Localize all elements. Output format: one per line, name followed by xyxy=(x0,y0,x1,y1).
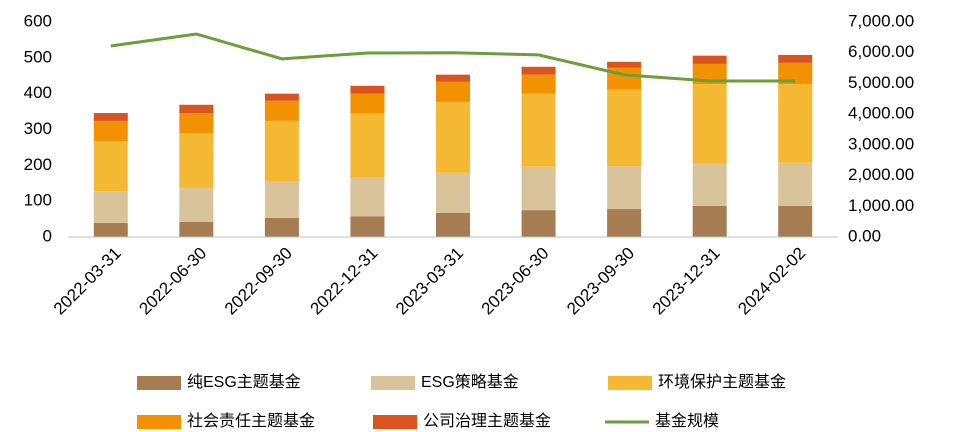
legend-swatch xyxy=(371,376,415,390)
bar-segment xyxy=(778,83,813,163)
bar-segment xyxy=(179,104,214,114)
bar-segment xyxy=(436,74,470,82)
x-tick-label: 2022-06-30 xyxy=(135,244,210,319)
bar-segment xyxy=(778,162,813,206)
bar-segment xyxy=(350,177,385,217)
bar-segment xyxy=(607,89,642,167)
bar-segment xyxy=(350,93,385,114)
bar-segment xyxy=(692,83,727,164)
y-tick-label: 300 xyxy=(24,119,52,138)
legend-swatch xyxy=(373,415,417,429)
y2-tick-label: 0.00 xyxy=(848,226,881,245)
x-tick-label: 2023-03-31 xyxy=(392,244,467,319)
bar-segment xyxy=(607,61,642,68)
bar-segment xyxy=(350,85,385,94)
y2-tick-label: 3,000.00 xyxy=(848,134,914,153)
bar-segment xyxy=(692,55,727,64)
x-tick-label: 2022-09-30 xyxy=(221,244,296,319)
y2-tick-label: 1,000.00 xyxy=(848,196,914,215)
x-tick-label: 2022-03-31 xyxy=(50,244,125,319)
bar-segment xyxy=(264,218,299,237)
legend-label: 社会责任主题基金 xyxy=(187,412,315,430)
y2-tick-label: 6,000.00 xyxy=(848,42,914,61)
bar-segment xyxy=(521,74,556,94)
bar-segment xyxy=(778,62,813,84)
bar-segment xyxy=(521,166,556,211)
x-tick-label: 2024-02-02 xyxy=(734,244,809,319)
bar-segment xyxy=(521,210,556,237)
y2-tick-label: 4,000.00 xyxy=(848,104,914,123)
y-tick-label: 600 xyxy=(24,11,52,30)
x-tick-label: 2023-12-31 xyxy=(649,244,724,319)
bar-segment xyxy=(692,163,727,206)
bar-segment xyxy=(93,223,128,237)
legend-label: 环境保护主题基金 xyxy=(658,372,786,391)
y-tick-label: 500 xyxy=(24,47,52,66)
bar-segment xyxy=(521,66,556,75)
y-tick-label: 200 xyxy=(24,155,52,174)
legend-label: ESG策略基金 xyxy=(421,373,519,391)
bar-segment xyxy=(264,100,299,121)
bar-segment xyxy=(350,113,385,178)
bar-segment xyxy=(93,191,128,224)
bar-segment xyxy=(93,113,128,121)
legend-label: 公司治理主题基金 xyxy=(423,412,551,430)
legend-swatch xyxy=(137,376,181,390)
x-tick-label: 2023-06-30 xyxy=(478,244,553,319)
bar-segment xyxy=(607,209,642,237)
y-tick-label: 0 xyxy=(43,226,52,245)
bar-segment xyxy=(179,133,214,188)
x-tick-label: 2022-12-31 xyxy=(307,244,382,319)
bar-segment xyxy=(179,221,214,237)
bar-segment xyxy=(179,187,214,222)
y2-tick-label: 2,000.00 xyxy=(848,165,914,184)
x-tick-label: 2023-09-30 xyxy=(563,244,638,319)
y2-tick-label: 7,000.00 xyxy=(848,11,914,30)
bar-segment xyxy=(778,54,813,63)
bar-segment xyxy=(436,172,470,213)
bar-segment xyxy=(436,212,470,237)
legend-swatch xyxy=(608,376,652,390)
bar-segment xyxy=(179,113,214,134)
bar-segment xyxy=(778,205,813,237)
legend-label: 基金规模 xyxy=(655,412,719,430)
y2-tick-label: 5,000.00 xyxy=(848,73,914,92)
y-tick-label: 400 xyxy=(24,83,52,102)
legend-label: 纯ESG主题基金 xyxy=(187,373,301,391)
y-tick-label: 100 xyxy=(24,191,52,210)
bar-segment xyxy=(436,81,470,102)
bar-segment xyxy=(350,216,385,237)
bar-segment xyxy=(692,205,727,237)
bar-segment xyxy=(264,93,299,101)
bar-segment xyxy=(607,166,642,210)
bar-segment xyxy=(93,120,128,141)
bar-segment xyxy=(264,120,299,182)
bar-segment xyxy=(436,101,470,173)
bar-segment xyxy=(93,140,128,192)
legend-swatch xyxy=(137,415,181,429)
bar-segment xyxy=(264,181,299,219)
bar-segment xyxy=(521,93,556,167)
line-series xyxy=(110,32,796,83)
